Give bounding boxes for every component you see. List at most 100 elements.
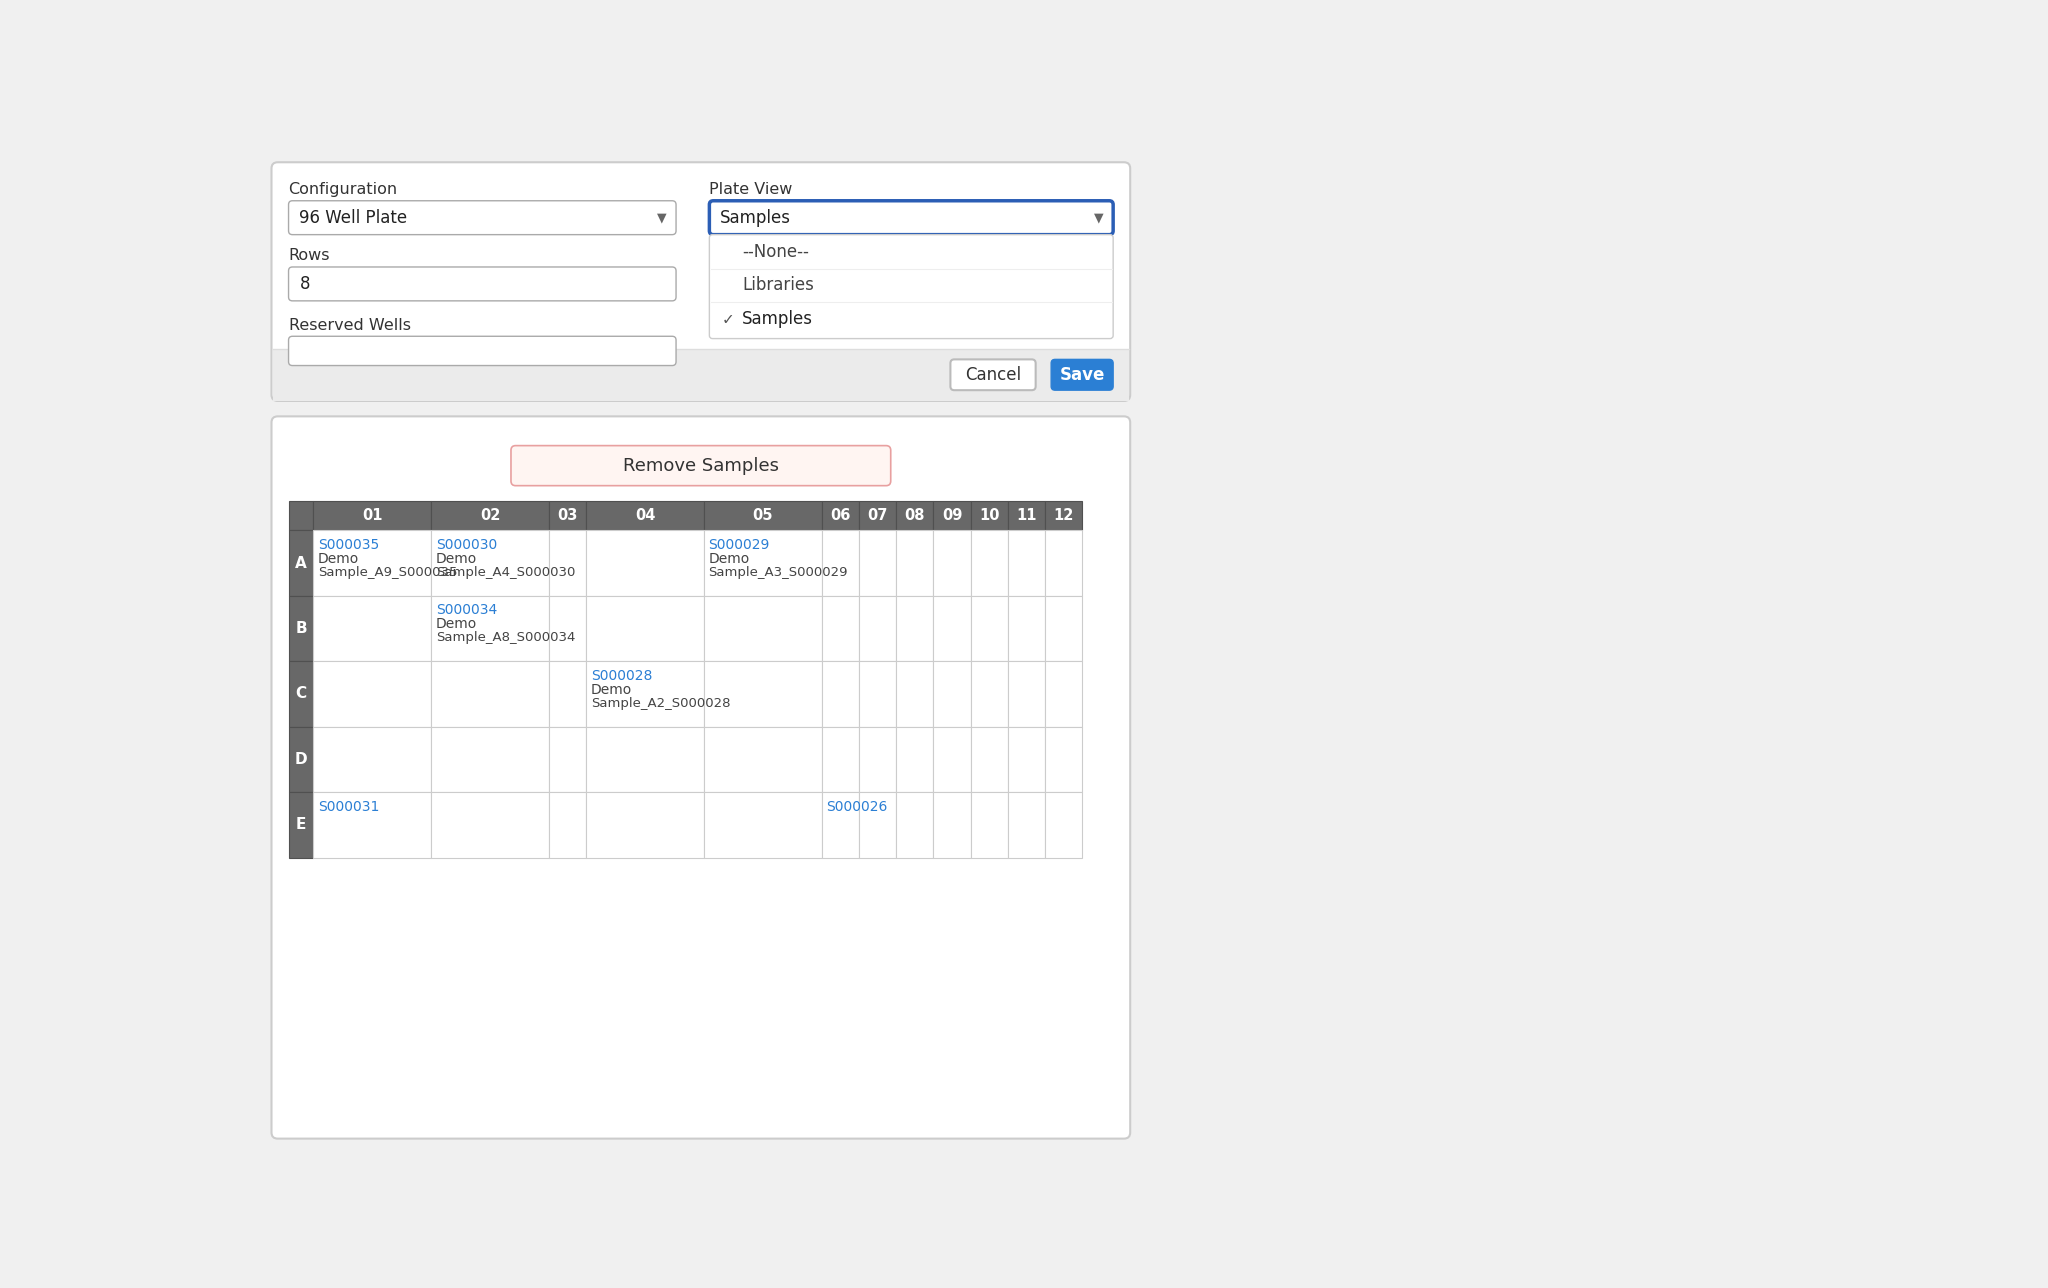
Bar <box>549 726 586 792</box>
Text: ▼: ▼ <box>657 211 668 224</box>
Bar <box>705 531 821 596</box>
Text: S000028: S000028 <box>590 668 651 683</box>
Bar <box>1008 661 1044 726</box>
Bar <box>289 596 313 661</box>
Bar <box>289 792 313 858</box>
FancyBboxPatch shape <box>709 201 1114 234</box>
Bar <box>1044 792 1081 858</box>
Bar <box>272 349 1128 401</box>
Bar <box>432 792 549 858</box>
Bar <box>1008 726 1044 792</box>
Text: Sample_A9_S000035: Sample_A9_S000035 <box>317 565 457 578</box>
Text: E: E <box>295 818 305 832</box>
Text: 08: 08 <box>905 509 926 523</box>
Bar <box>821 596 858 661</box>
Text: A: A <box>295 555 307 571</box>
Bar <box>897 531 934 596</box>
Text: 01: 01 <box>362 509 383 523</box>
Bar <box>1008 596 1044 661</box>
Bar <box>897 596 934 661</box>
Bar <box>1008 501 1044 531</box>
Text: 03: 03 <box>557 509 578 523</box>
Text: 8: 8 <box>299 274 309 292</box>
Bar <box>586 726 705 792</box>
Text: D: D <box>295 752 307 766</box>
Text: Configuration: Configuration <box>289 183 397 197</box>
FancyBboxPatch shape <box>289 336 676 366</box>
FancyBboxPatch shape <box>272 416 1130 1139</box>
Text: Demo: Demo <box>590 683 633 697</box>
Bar <box>858 661 897 726</box>
Text: C: C <box>295 687 307 702</box>
Bar <box>549 531 586 596</box>
Text: Rows: Rows <box>289 249 330 264</box>
Text: Libraries: Libraries <box>741 277 813 295</box>
Text: Demo: Demo <box>709 551 750 565</box>
Text: Sample_A4_S000030: Sample_A4_S000030 <box>436 565 575 578</box>
Text: Sample_A3_S000029: Sample_A3_S000029 <box>709 565 848 578</box>
Bar <box>1044 726 1081 792</box>
Bar <box>432 661 549 726</box>
Bar <box>289 726 313 792</box>
FancyBboxPatch shape <box>950 359 1036 390</box>
Text: S000026: S000026 <box>827 800 887 814</box>
Bar <box>934 501 971 531</box>
Text: Sample_A8_S000034: Sample_A8_S000034 <box>436 631 575 644</box>
Bar <box>821 531 858 596</box>
Text: 11: 11 <box>1016 509 1036 523</box>
Text: S000034: S000034 <box>436 604 498 617</box>
Text: Demo: Demo <box>317 551 358 565</box>
Bar <box>934 661 971 726</box>
Text: S000035: S000035 <box>317 538 379 553</box>
Bar <box>586 596 705 661</box>
Bar <box>897 501 934 531</box>
Bar <box>549 596 586 661</box>
Text: B: B <box>295 621 307 636</box>
Bar <box>313 501 432 531</box>
Text: 07: 07 <box>868 509 887 523</box>
Text: Demo: Demo <box>436 617 477 631</box>
FancyBboxPatch shape <box>289 267 676 301</box>
Bar <box>705 501 821 531</box>
Text: Sample_A2_S000028: Sample_A2_S000028 <box>590 697 731 710</box>
Bar <box>971 501 1008 531</box>
FancyBboxPatch shape <box>510 446 891 486</box>
FancyBboxPatch shape <box>289 201 676 234</box>
Bar <box>586 501 705 531</box>
Bar <box>549 792 586 858</box>
Bar <box>1044 596 1081 661</box>
Text: 04: 04 <box>635 509 655 523</box>
Bar <box>971 596 1008 661</box>
Bar <box>934 726 971 792</box>
Text: ▼: ▼ <box>1094 211 1104 224</box>
Bar <box>705 726 821 792</box>
Bar <box>821 792 858 858</box>
Bar <box>313 596 432 661</box>
Bar <box>289 501 313 531</box>
Bar <box>971 792 1008 858</box>
Bar <box>934 792 971 858</box>
Bar <box>971 726 1008 792</box>
Bar <box>858 531 897 596</box>
Bar <box>289 531 313 596</box>
Text: S000030: S000030 <box>436 538 498 553</box>
Bar <box>858 596 897 661</box>
Text: Save: Save <box>1059 366 1104 384</box>
Bar <box>705 792 821 858</box>
Bar <box>313 661 432 726</box>
FancyBboxPatch shape <box>709 234 1114 339</box>
Bar <box>858 726 897 792</box>
Bar <box>432 501 549 531</box>
Text: Demo: Demo <box>436 551 477 565</box>
Bar <box>897 792 934 858</box>
Text: 96 Well Plate: 96 Well Plate <box>299 209 408 227</box>
Bar <box>586 531 705 596</box>
Bar <box>313 531 432 596</box>
Bar <box>971 531 1008 596</box>
Text: Reserved Wells: Reserved Wells <box>289 318 410 332</box>
Bar <box>432 726 549 792</box>
Bar <box>549 501 586 531</box>
Bar <box>821 726 858 792</box>
Bar <box>289 661 313 726</box>
Text: 06: 06 <box>829 509 850 523</box>
